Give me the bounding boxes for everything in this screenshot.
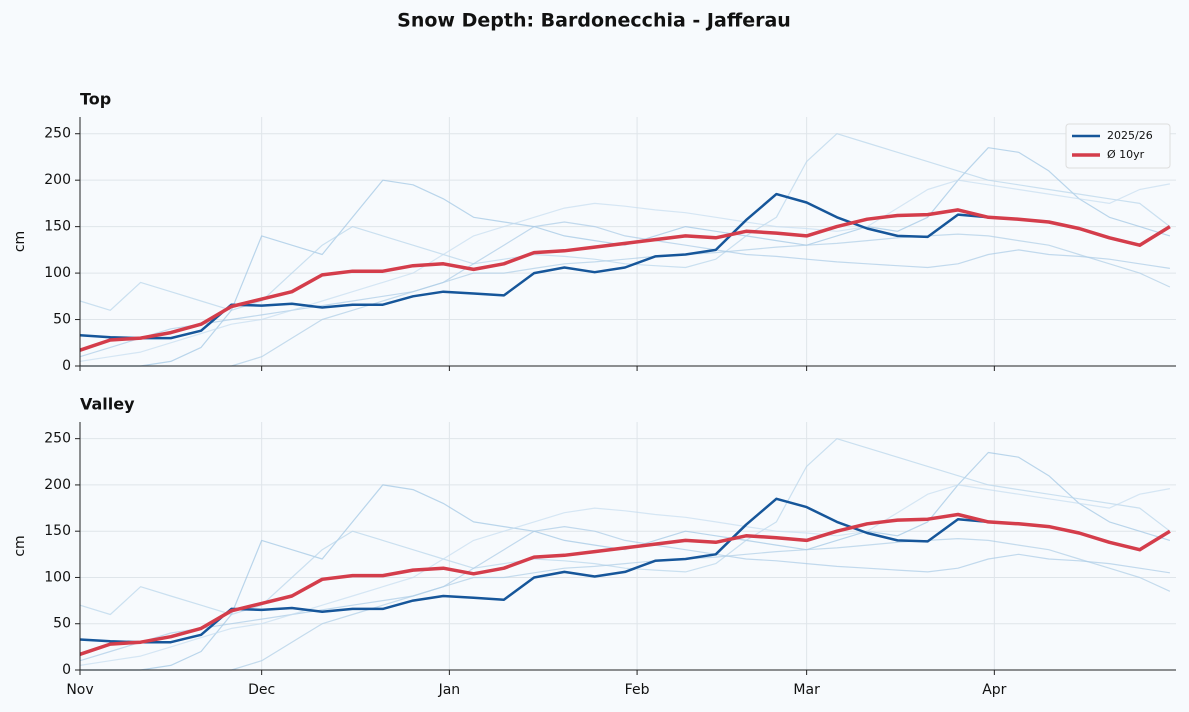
panel: Valley cm 0 50 100 150 200 250 Nov Dec Jan Feb Mar Ap…: [12, 395, 1176, 698]
y-tick-label: 250: [44, 126, 71, 142]
y-tick-label: 250: [44, 431, 71, 447]
series-line: [79, 512, 1171, 656]
series-line: [79, 497, 989, 644]
y-tick-label: 150: [44, 219, 71, 235]
history-line: [80, 233, 1171, 367]
y-tick-label: 50: [53, 312, 71, 328]
y-tick-label: 100: [44, 569, 71, 585]
panel-title: Valley: [80, 395, 135, 414]
y-axis-label: cm: [12, 231, 28, 252]
panel-title: Top: [80, 90, 111, 109]
history-line: [79, 438, 1171, 616]
x-tick-label: Jan: [438, 682, 461, 698]
y-tick-label: 50: [53, 616, 71, 632]
y-tick-label: 150: [44, 523, 71, 539]
history-line: [80, 538, 1171, 671]
history-line: [79, 221, 1170, 358]
legend-label: Ø 10yr: [1107, 148, 1145, 161]
y-tick-label: 200: [44, 477, 71, 493]
x-tick-label: Nov: [66, 682, 93, 698]
y-axis-label: cm: [12, 535, 28, 556]
history-line: [79, 484, 1171, 666]
history-line: [79, 133, 1171, 311]
x-tick-label: Mar: [793, 682, 820, 698]
x-tick-label: Feb: [625, 682, 650, 698]
x-tick-label: Dec: [248, 682, 275, 698]
history-line: [79, 179, 1171, 362]
y-tick-label: 0: [62, 662, 71, 678]
history-line: [79, 526, 1170, 662]
history-line: [80, 147, 1171, 367]
x-tick-label: Apr: [982, 682, 1006, 698]
panel: Top cm 0 50 100 150 200 250 2025/26 Ø 10yr: [12, 90, 1176, 374]
figure-title: Snow Depth: Bardonecchia - Jafferau: [397, 10, 791, 32]
y-tick-label: 0: [62, 358, 71, 374]
y-tick-label: 100: [44, 265, 71, 281]
series-line: [79, 208, 1171, 352]
y-tick-label: 200: [44, 172, 71, 188]
legend-label: 2025/26: [1107, 129, 1153, 142]
history-line: [80, 451, 1171, 671]
